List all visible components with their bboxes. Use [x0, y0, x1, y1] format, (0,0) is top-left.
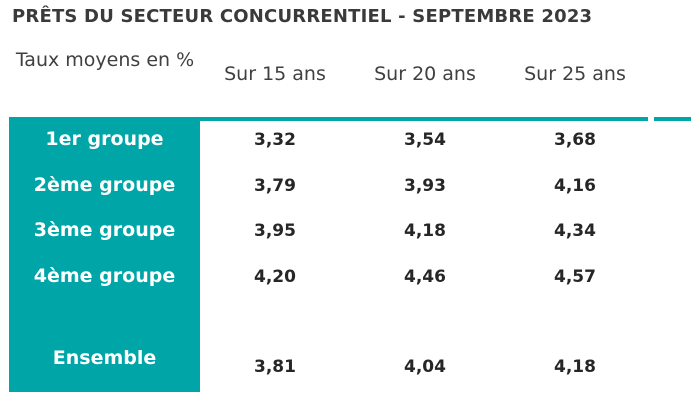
table-cell: 3,54 [404, 130, 446, 150]
row-label-group-2: 2ème groupe [33, 174, 176, 196]
table-cell: 3,95 [254, 221, 296, 241]
table-cell: 3,81 [254, 357, 296, 377]
row-label-group-1: 1er groupe [45, 128, 164, 150]
row-label-ensemble: Ensemble [52, 347, 157, 369]
table-corner-label: Taux moyens en % [15, 49, 195, 71]
header-divider [200, 117, 648, 121]
table-cell: 4,57 [554, 267, 596, 287]
table-cell: 3,93 [404, 176, 446, 196]
table-cell: 3,32 [254, 130, 296, 150]
table-cell: 4,18 [404, 221, 446, 241]
table-cell: 4,20 [254, 267, 296, 287]
row-label-group-4: 4ème groupe [33, 265, 176, 287]
table-cell: 4,34 [554, 221, 596, 241]
column-header-25-years: Sur 25 ans [524, 63, 626, 85]
column-header-20-years: Sur 20 ans [374, 63, 476, 85]
table-cell: 4,04 [404, 357, 446, 377]
table-cell: 3,68 [554, 130, 596, 150]
column-header-15-years: Sur 15 ans [224, 63, 326, 85]
table-cell: 4,18 [554, 357, 596, 377]
row-label-group-3: 3ème groupe [33, 219, 176, 241]
table-cell: 3,79 [254, 176, 296, 196]
page-title: PRÊTS DU SECTEUR CONCURRENTIEL - SEPTEMB… [12, 6, 593, 27]
row-labels-panel [9, 117, 200, 392]
header-divider-end [654, 117, 691, 121]
table-cell: 4,46 [404, 267, 446, 287]
table-cell: 4,16 [554, 176, 596, 196]
